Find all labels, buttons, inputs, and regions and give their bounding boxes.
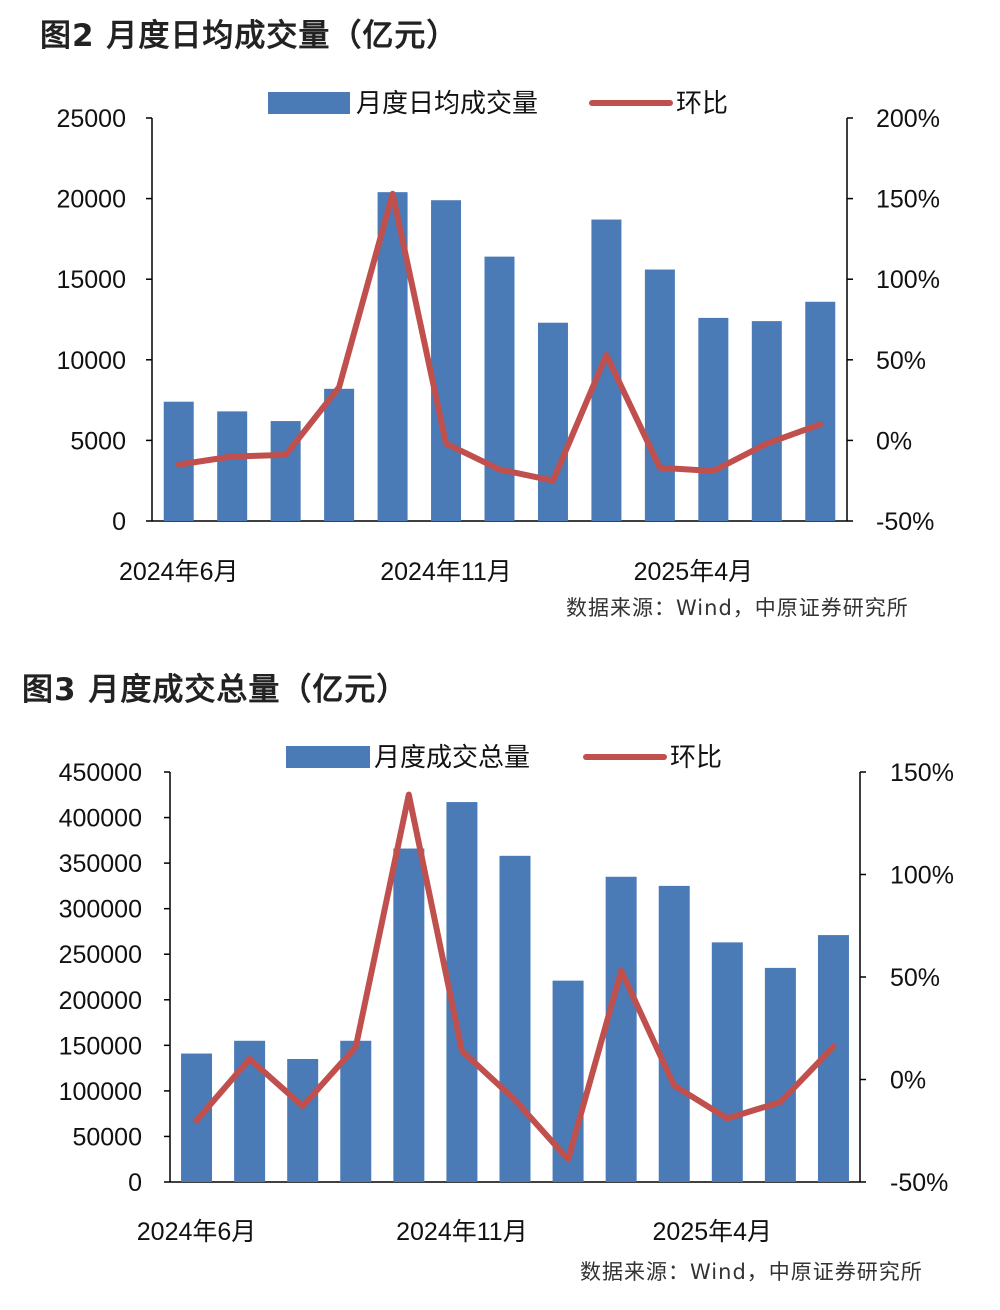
left-tick-label: 15000 (56, 266, 126, 294)
right-tick-label: 50% (890, 964, 940, 992)
x-tick-label: 2025年4月 (634, 558, 754, 586)
left-tick-label: 0 (128, 1169, 142, 1197)
chart-daily-average-volume: 0 5000 10000 15000 20000 25000 -50% 0% 50% 100% 15… (56, 88, 940, 586)
x-tick-label: 2024年6月 (137, 1218, 257, 1246)
left-tick-label: 5000 (70, 427, 126, 455)
bar (805, 301, 836, 521)
figure-3-title: 图3 月度成交总量（亿元） (22, 672, 409, 708)
figure-2-title: 图2 月度日均成交量（亿元） (40, 18, 459, 54)
figure-3-source: 数据来源：Wind，中原证券研究所 (580, 1260, 923, 1284)
left-tick-label: 300000 (59, 896, 142, 924)
bar (499, 855, 531, 1182)
x-tick-label: 2024年11月 (380, 558, 512, 586)
left-tick-label: 20000 (56, 186, 126, 214)
bar (751, 321, 782, 521)
right-tick-label: 200% (876, 105, 940, 133)
left-tick-label: 150000 (59, 1032, 142, 1060)
right-tick-label: 150% (890, 759, 954, 787)
right-tick-label: 0% (876, 427, 912, 455)
right-tick-label: 50% (876, 347, 926, 375)
bar (698, 317, 729, 521)
chart-monthly-total-volume: 0 50000 100000 150000 200000 250000 300000 3500… (59, 742, 954, 1246)
x-tick-label: 2024年6月 (119, 558, 239, 586)
right-tick-label: 0% (890, 1067, 926, 1095)
bar (484, 256, 515, 521)
legend-line-label: 环比 (670, 742, 722, 772)
legend-bar-swatch (286, 746, 370, 768)
bar (217, 411, 248, 521)
bar (287, 1059, 319, 1182)
figure-2-source: 数据来源：Wind，中原证券研究所 (566, 596, 909, 620)
bar (431, 200, 462, 521)
bar (764, 967, 796, 1182)
x-tick-label: 2024年11月 (396, 1218, 528, 1246)
left-tick-label: 25000 (56, 105, 126, 133)
left-tick-label: 50000 (72, 1123, 142, 1151)
bar (393, 848, 425, 1182)
bar (340, 1040, 372, 1182)
bar (324, 388, 355, 521)
left-tick-label: 250000 (59, 941, 142, 969)
legend-bar-swatch (268, 92, 350, 114)
right-tick-label: 100% (876, 266, 940, 294)
left-tick-label: 0 (112, 508, 126, 536)
left-tick-label: 200000 (59, 987, 142, 1015)
legend-bar-label: 月度成交总量 (374, 742, 530, 772)
bar (270, 421, 301, 521)
bar (658, 885, 690, 1182)
right-tick-label: 150% (876, 186, 940, 214)
right-tick-label: 100% (890, 862, 954, 890)
bar (711, 942, 743, 1182)
left-tick-label: 400000 (59, 805, 142, 833)
left-tick-label: 100000 (59, 1078, 142, 1106)
bar (537, 322, 568, 521)
left-tick-label: 10000 (56, 347, 126, 375)
bar (644, 269, 675, 521)
legend-line-label: 环比 (676, 88, 728, 118)
x-tick-label: 2025年4月 (653, 1218, 773, 1246)
bar (605, 876, 637, 1182)
right-tick-label: -50% (876, 508, 934, 536)
left-tick-label: 350000 (59, 850, 142, 878)
left-tick-label: 450000 (59, 759, 142, 787)
legend-bar-label: 月度日均成交量 (356, 88, 538, 118)
right-tick-label: -50% (890, 1169, 948, 1197)
